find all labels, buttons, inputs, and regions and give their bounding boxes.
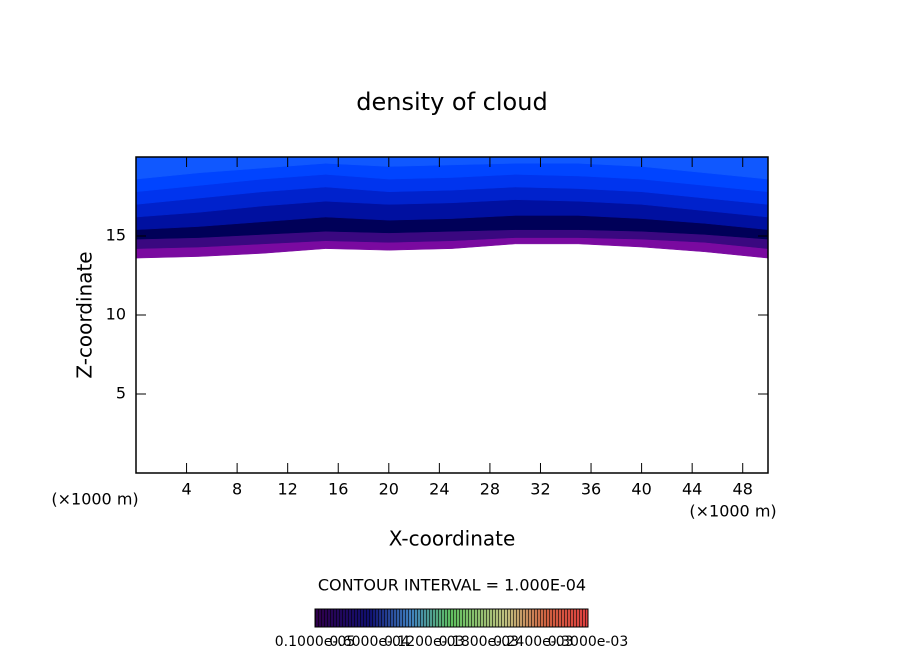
y-tick-label: 5 (116, 384, 126, 403)
x-tick-label: 8 (232, 480, 242, 499)
contour-interval: CONTOUR INTERVAL = 1.000E-04 (318, 576, 586, 595)
x-tick-label: 40 (631, 480, 651, 499)
x-tick-label: 44 (682, 480, 702, 499)
colorbar-label: 0.1200e-03 (384, 634, 464, 650)
x-tick-label: 12 (278, 480, 298, 499)
x-tick-label: 36 (581, 480, 601, 499)
colorbar-label: 0.2400e-03 (493, 634, 573, 650)
x-axis-label: X-coordinate (389, 527, 516, 551)
colorbar-stripes (315, 609, 588, 627)
x-tick-label: 16 (328, 480, 348, 499)
colorbar-label: 0.1000e-05 (275, 634, 355, 650)
x-tick-label: 28 (480, 480, 500, 499)
x-tick-label: 24 (429, 480, 449, 499)
x-tick-label: 32 (530, 480, 550, 499)
x-unit-label: (×1000 m) (689, 502, 776, 521)
y-axis-label: Z-coordinate (73, 251, 97, 378)
z-unit-label: (×1000 m) (51, 490, 138, 509)
colorbar-label: 0.3000e-03 (548, 634, 628, 650)
y-tick-label: 10 (106, 305, 126, 324)
x-tick-label: 4 (181, 480, 191, 499)
x-tick-label: 48 (733, 480, 753, 499)
colorbar-label: 0.6000e-04 (329, 634, 410, 650)
x-tick-label: 20 (379, 480, 399, 499)
colorbar-label: 0.1800e-03 (439, 634, 519, 650)
y-tick-label: 15 (106, 226, 126, 245)
chart-title: density of cloud (356, 88, 547, 116)
